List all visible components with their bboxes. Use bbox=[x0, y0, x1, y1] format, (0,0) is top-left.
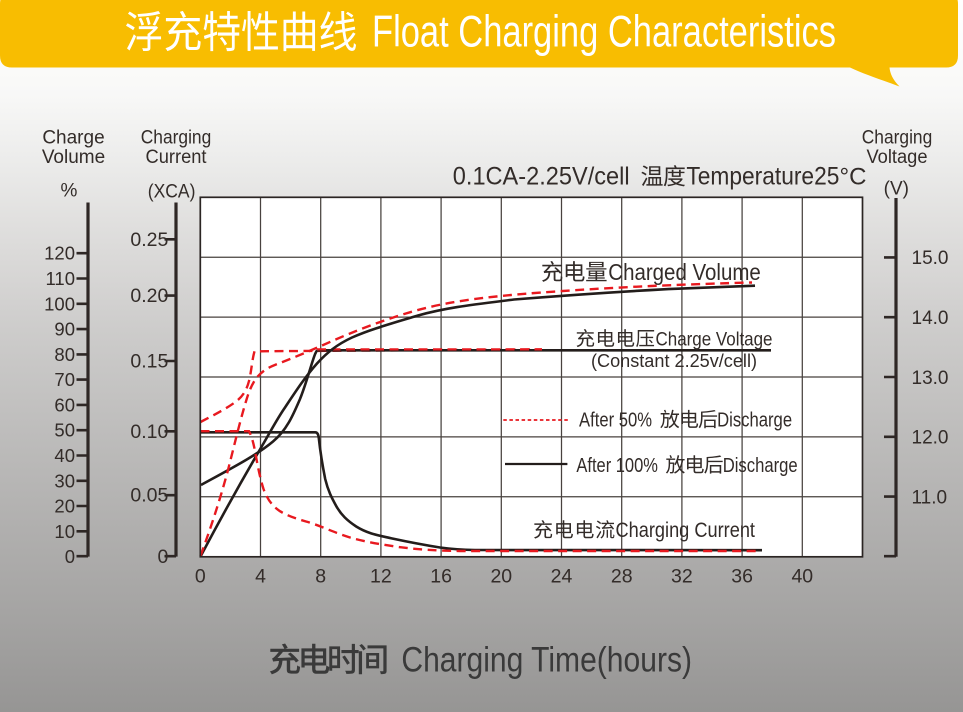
svg-text:15.0: 15.0 bbox=[912, 248, 949, 269]
svg-text:20: 20 bbox=[490, 566, 512, 588]
svg-text:70: 70 bbox=[54, 369, 75, 390]
svg-text:28: 28 bbox=[611, 566, 633, 588]
svg-text:After 50%: After 50% bbox=[579, 410, 652, 432]
svg-text:11.0: 11.0 bbox=[912, 487, 948, 508]
svg-text:36: 36 bbox=[731, 566, 753, 588]
svg-text:20: 20 bbox=[54, 496, 75, 517]
svg-text:100: 100 bbox=[44, 293, 75, 314]
svg-text:0: 0 bbox=[65, 546, 75, 567]
svg-text:(V): (V) bbox=[884, 179, 909, 200]
svg-text:4: 4 bbox=[255, 566, 266, 588]
svg-text:Charging Current: Charging Current bbox=[616, 519, 756, 542]
svg-text:°C: °C bbox=[840, 164, 867, 191]
svg-text:12.0: 12.0 bbox=[912, 428, 949, 449]
svg-text:32: 32 bbox=[671, 566, 693, 588]
svg-text:Charged Volume: Charged Volume bbox=[608, 259, 761, 285]
svg-text:Discharge: Discharge bbox=[723, 455, 798, 477]
svg-text:Charging: Charging bbox=[141, 128, 212, 149]
svg-text:Float Charging Characteristics: Float Charging Characteristics bbox=[372, 8, 836, 57]
svg-text:0.20: 0.20 bbox=[130, 285, 168, 307]
svg-text:30: 30 bbox=[54, 470, 75, 491]
svg-text:24: 24 bbox=[551, 566, 573, 588]
svg-text:Charge Voltage: Charge Voltage bbox=[656, 329, 773, 351]
svg-text:10: 10 bbox=[54, 521, 75, 542]
svg-text:Volume: Volume bbox=[42, 147, 105, 168]
svg-text:120: 120 bbox=[44, 243, 75, 264]
svg-text:Charging Time(hours): Charging Time(hours) bbox=[401, 641, 692, 680]
svg-text:Charging: Charging bbox=[862, 128, 933, 149]
svg-text:14.0: 14.0 bbox=[912, 308, 949, 329]
svg-text:Temperature25: Temperature25 bbox=[686, 163, 839, 191]
svg-text:13.0: 13.0 bbox=[912, 368, 949, 389]
svg-text:80: 80 bbox=[54, 344, 75, 365]
svg-text:0.05: 0.05 bbox=[130, 485, 168, 507]
svg-text:(Constant 2.25v/cell): (Constant 2.25v/cell) bbox=[591, 350, 757, 371]
svg-text:0: 0 bbox=[195, 566, 206, 588]
svg-text:40: 40 bbox=[791, 566, 813, 588]
svg-text:60: 60 bbox=[54, 394, 75, 415]
svg-text:0.10: 0.10 bbox=[130, 421, 168, 443]
svg-text:(XCA): (XCA) bbox=[148, 182, 196, 203]
svg-text:0: 0 bbox=[157, 546, 168, 568]
svg-text:16: 16 bbox=[430, 566, 452, 588]
svg-text:Discharge: Discharge bbox=[717, 410, 792, 432]
svg-text:50: 50 bbox=[54, 420, 75, 441]
svg-text:Current: Current bbox=[146, 147, 208, 168]
svg-text:Charge: Charge bbox=[42, 128, 104, 149]
svg-text:8: 8 bbox=[315, 566, 326, 588]
svg-text:90: 90 bbox=[54, 319, 75, 340]
svg-text:12: 12 bbox=[370, 566, 392, 588]
svg-text:0.25: 0.25 bbox=[130, 229, 168, 251]
svg-text:40: 40 bbox=[54, 445, 75, 466]
svg-text:Voltage: Voltage bbox=[867, 147, 928, 168]
svg-text:0.1CA-2.25V/cell: 0.1CA-2.25V/cell bbox=[453, 163, 630, 191]
svg-text:110: 110 bbox=[46, 268, 76, 289]
svg-text:0.15: 0.15 bbox=[130, 351, 168, 373]
svg-text:%: % bbox=[61, 181, 78, 202]
svg-text:After 100%: After 100% bbox=[576, 455, 658, 477]
